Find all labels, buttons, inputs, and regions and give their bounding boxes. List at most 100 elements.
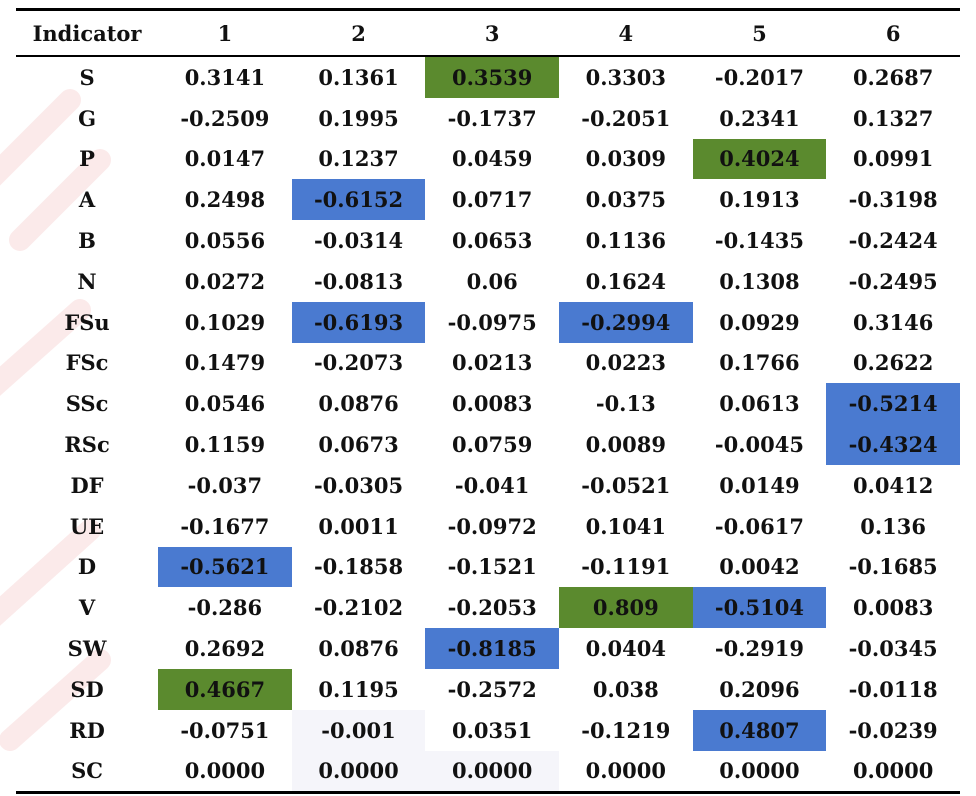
row-label: P	[79, 146, 95, 172]
table-cell: 0.0089	[585, 432, 666, 458]
table-cell-highlight-negative: -0.5214	[826, 383, 960, 425]
table-row: B 0.0556 -0.0314 0.0653 0.1136 -0.1435 -…	[16, 220, 960, 261]
table-cell: 0.0613	[719, 391, 800, 417]
table-cell: -0.1858	[313, 554, 404, 580]
table-cell-highlight-negative: -0.5621	[158, 546, 292, 588]
table-cell: 0.0042	[719, 554, 800, 580]
table-cell: -0.2053	[447, 595, 537, 621]
table-cell: -0.0045	[714, 432, 804, 458]
table-cell: 0.1327	[852, 105, 934, 131]
table-cell-highlight-negative: 0.4807	[692, 709, 827, 751]
table-cell: 0.1995	[318, 105, 399, 131]
table-cell: 0.2096	[719, 676, 800, 702]
table-row: SW 0.2692 0.0876 -0.8185 0.0404 -0.2919 …	[16, 628, 960, 669]
table-cell: -0.037	[187, 472, 263, 498]
table-cell: -0.0975	[447, 309, 537, 335]
header-col-4: 4	[618, 20, 634, 46]
table-cell: 0.3141	[184, 64, 266, 90]
table-cell: 0.0149	[719, 472, 800, 498]
row-label: SSc	[65, 391, 109, 417]
table-cell: 0.0083	[852, 595, 934, 621]
table-cell: -0.0972	[447, 513, 537, 539]
row-label: G	[78, 105, 96, 131]
table-cell: -0.1219	[581, 717, 671, 743]
table-cell: 0.1136	[585, 228, 666, 254]
table-row: P 0.0147 0.1237 0.0459 0.0309 0.4024 0.0…	[16, 138, 960, 180]
table-cell: -0.0118	[848, 676, 938, 702]
table-row: G -0.2509 0.1995 -0.1737 -0.2051 0.2341 …	[16, 98, 960, 139]
table-cell: 0.0000	[291, 750, 426, 793]
table-row: N 0.0272 -0.0813 0.06 0.1624 0.1308 -0.2…	[16, 261, 960, 302]
table-cell-highlight-negative: -0.4324	[826, 424, 960, 465]
table-cell: 0.1237	[318, 146, 399, 172]
row-label: V	[78, 595, 96, 621]
row-label: B	[78, 228, 96, 254]
table-cell: 0.1624	[585, 268, 666, 294]
table-cell: -0.1677	[180, 513, 270, 539]
table-cell: 0.1913	[719, 187, 800, 213]
table-cell: 0.1029	[184, 309, 266, 335]
table-cell: 0.0147	[184, 146, 266, 172]
table-cell: 0.2498	[184, 187, 266, 213]
table-row: DF -0.037 -0.0305 -0.041 -0.0521 0.0149 …	[16, 465, 960, 506]
table-cell: -0.2495	[848, 268, 938, 294]
table-cell: -0.041	[454, 472, 530, 498]
table-cell: -0.0305	[313, 472, 404, 498]
row-label: DF	[70, 472, 104, 498]
table-cell: -0.2073	[313, 350, 404, 376]
table-row: SC 0.0000 0.0000 0.0000 0.0000 0.0000 0.…	[16, 750, 960, 793]
table-cell-highlight-positive: 0.3539	[425, 56, 559, 98]
table-cell: 0.1159	[184, 432, 266, 458]
loadings-table: Indicator 1 2 3 4 5 6 S 0.3141 0.1361 0.…	[16, 8, 960, 794]
table-cell: -0.3198	[848, 187, 938, 213]
table-cell: 0.0546	[184, 391, 266, 417]
row-label: FSc	[65, 350, 109, 376]
table-cell: -0.1737	[447, 105, 537, 131]
table-cell: 0.0653	[451, 228, 533, 254]
table-cell-highlight-negative: -0.6193	[291, 301, 426, 343]
table-cell: 0.0000	[184, 758, 266, 784]
table-cell: -0.13	[595, 391, 656, 417]
table-cell: -0.1685	[848, 554, 938, 580]
table-cell: 0.0309	[585, 146, 666, 172]
table-row: SSc 0.0546 0.0876 0.0083 -0.13 0.0613 -0…	[16, 383, 960, 425]
table-cell: -0.286	[187, 595, 263, 621]
table-cell: 0.0556	[184, 228, 266, 254]
table-cell: -0.1191	[581, 554, 671, 580]
table-row: RSc 0.1159 0.0673 0.0759 0.0089 -0.0045 …	[16, 424, 960, 465]
table-cell-highlight-positive: 0.809	[558, 587, 693, 629]
table-cell: 0.0412	[852, 472, 934, 498]
row-label: SC	[71, 758, 103, 784]
row-label: A	[78, 187, 96, 213]
table-row: RD -0.0751 -0.001 0.0351 -0.1219 0.4807 …	[16, 709, 960, 751]
table-cell: -0.2017	[714, 64, 804, 90]
table-cell: -0.0314	[313, 228, 404, 254]
header-col-1: 1	[217, 20, 233, 46]
table-cell: 0.1766	[719, 350, 800, 376]
table-cell: -0.2102	[313, 595, 404, 621]
table-cell: 0.2692	[184, 636, 266, 662]
table-cell: -0.1435	[714, 228, 804, 254]
table-cell: -0.2509	[180, 105, 270, 131]
table-row: FSc 0.1479 -0.2073 0.0213 0.0223 0.1766 …	[16, 343, 960, 384]
table-cell: -0.0751	[180, 717, 270, 743]
table-cell: 0.136	[860, 513, 927, 539]
table-cell: 0.1195	[318, 676, 399, 702]
table-cell: 0.2341	[719, 105, 800, 131]
table-cell: -0.2572	[447, 676, 537, 702]
table-cell: 0.06	[466, 268, 518, 294]
table-cell: -0.1521	[447, 554, 537, 580]
row-label: RSc	[64, 432, 110, 458]
table-row: FSu 0.1029 -0.6193 -0.0975 -0.2994 0.092…	[16, 301, 960, 343]
table-cell: 0.0272	[184, 268, 266, 294]
table-cell: -0.0345	[848, 636, 938, 662]
table-cell: 0.0759	[451, 432, 533, 458]
table-cell-highlight-negative: -0.6152	[291, 179, 426, 221]
row-label: N	[77, 268, 97, 294]
table-cell: 0.0876	[318, 391, 399, 417]
table-cell: -0.2051	[581, 105, 671, 131]
table-cell: 0.0000	[425, 750, 559, 793]
table-cell: 0.0213	[451, 350, 533, 376]
table-cell: -0.0239	[848, 717, 938, 743]
table-cell: 0.0876	[318, 636, 399, 662]
